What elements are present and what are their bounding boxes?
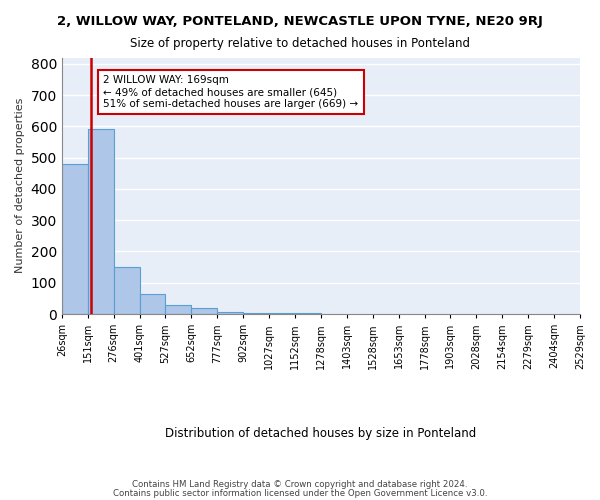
Text: Size of property relative to detached houses in Ponteland: Size of property relative to detached ho… bbox=[130, 38, 470, 51]
Bar bbox=[140, 294, 166, 314]
Bar bbox=[191, 308, 217, 314]
X-axis label: Distribution of detached houses by size in Ponteland: Distribution of detached houses by size … bbox=[165, 427, 476, 440]
Bar bbox=[62, 164, 88, 314]
Bar bbox=[166, 306, 191, 314]
Y-axis label: Number of detached properties: Number of detached properties bbox=[15, 98, 25, 274]
Text: 2, WILLOW WAY, PONTELAND, NEWCASTLE UPON TYNE, NE20 9RJ: 2, WILLOW WAY, PONTELAND, NEWCASTLE UPON… bbox=[57, 15, 543, 28]
Text: Contains public sector information licensed under the Open Government Licence v3: Contains public sector information licen… bbox=[113, 488, 487, 498]
Bar bbox=[113, 267, 140, 314]
Bar bbox=[88, 130, 113, 314]
Bar bbox=[243, 313, 269, 314]
Bar bbox=[217, 312, 243, 314]
Text: Contains HM Land Registry data © Crown copyright and database right 2024.: Contains HM Land Registry data © Crown c… bbox=[132, 480, 468, 489]
Text: 2 WILLOW WAY: 169sqm
← 49% of detached houses are smaller (645)
51% of semi-deta: 2 WILLOW WAY: 169sqm ← 49% of detached h… bbox=[103, 76, 358, 108]
